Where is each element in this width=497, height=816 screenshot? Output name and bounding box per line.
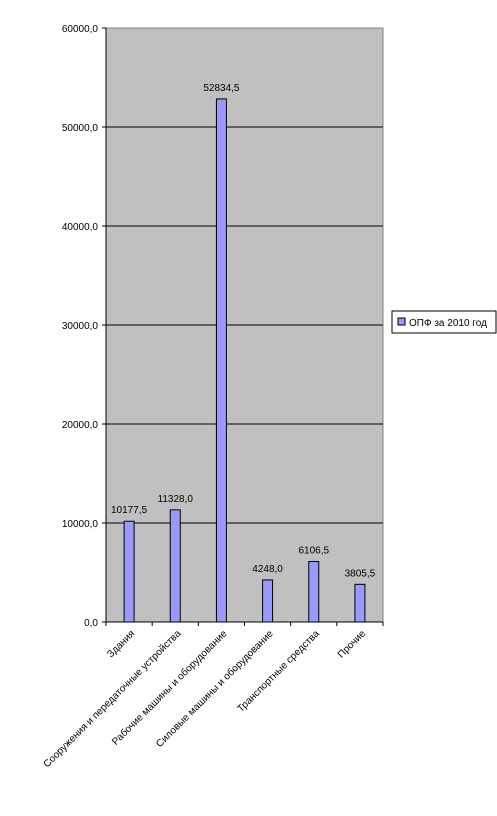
data-label: 10177,5: [111, 505, 148, 516]
data-label: 6106,5: [298, 546, 329, 557]
category-label: Здания: [105, 628, 137, 660]
bar: [123, 520, 135, 623]
bar: [354, 583, 366, 623]
category-label: Транспортные средства: [235, 628, 322, 715]
y-tick-label: 40000,0: [62, 222, 99, 233]
data-label: 52834,5: [203, 83, 240, 94]
bar: [215, 98, 227, 623]
legend: [391, 310, 497, 334]
data-label: 3805,5: [345, 568, 376, 579]
legend-label: ОПФ за 2010 год: [409, 318, 487, 329]
bar: [308, 561, 320, 623]
data-label: 11328,0: [158, 494, 194, 505]
y-tick-label: 60000,0: [62, 24, 99, 35]
legend-swatch: [397, 317, 406, 326]
category-label: Прочие: [336, 628, 368, 660]
data-label: 4248,0: [252, 564, 283, 575]
y-tick-label: 50000,0: [62, 123, 99, 134]
y-tick-label: 0,0: [84, 618, 98, 629]
bar: [262, 579, 274, 623]
y-tick-label: 10000,0: [62, 519, 99, 530]
bar: [169, 509, 181, 623]
y-tick-label: 20000,0: [62, 420, 99, 431]
y-tick-label: 30000,0: [62, 321, 99, 332]
